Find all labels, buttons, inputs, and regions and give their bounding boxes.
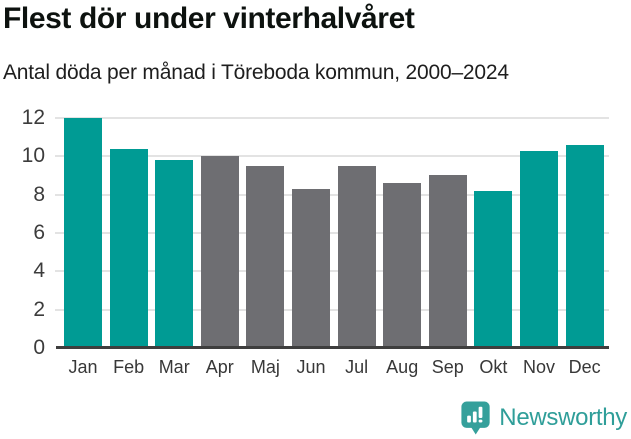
y-tick-label-4: 4 [33,259,45,283]
x-tick-label-jul: Jul [345,357,369,377]
gridline-12 [55,117,609,119]
x-axis-line [56,346,609,349]
bar-mar [155,160,194,348]
gridlines [55,117,609,348]
newsworthy-logo: Newsworthy [460,399,627,437]
x-axis-labels: Jan Feb Mar Apr Maj Jun Jul Aug Sep Okt Nov Dec [64,357,609,383]
bar-jan [64,118,102,348]
bars [64,118,609,348]
bar-nov [520,151,558,348]
x-tick-label-feb: Feb [113,357,145,377]
bar-jul [337,166,376,348]
gridline-2 [55,309,609,311]
y-tick-label-12: 12 [21,106,45,129]
y-tick-label-0: 0 [33,336,45,359]
x-tick-label-jun: Jun [296,357,326,377]
brand-name: Newsworthy [499,404,627,431]
chart-title: Flest dör under vinterhalvåret [3,2,415,35]
gridline-10 [55,155,609,157]
y-tick-label-2: 2 [33,297,45,321]
x-tick-label-dec: Dec [568,357,601,377]
gridline-6 [55,232,609,234]
x-tick-label-sep: Sep [431,357,464,377]
bar-dec [565,145,604,348]
newsworthy-bar-chart-bubble-icon [460,400,492,437]
x-tick-label-maj: Maj [250,357,280,377]
chart-subtitle: Antal döda per månad i Töreboda kommun, … [3,61,509,84]
bar-okt [474,191,513,348]
x-tick-label-mar: Mar [158,357,190,377]
x-tick-label-jan: Jan [68,357,98,377]
x-tick-label-okt: Okt [479,357,508,377]
bar-jun [292,189,330,348]
gridline-8 [55,194,609,196]
bar-maj [246,166,285,348]
gridline-4 [55,270,609,272]
x-tick-label-nov: Nov [522,357,556,377]
bar-aug [383,183,422,348]
y-tick-label-6: 6 [33,221,45,244]
y-tick-label-8: 8 [33,182,45,206]
bar-sep [428,175,467,348]
y-axis-labels: 0 2 4 6 8 10 12 [0,106,46,359]
x-tick-label-aug: Aug [386,357,419,377]
x-tick-label-apr: Apr [205,357,234,377]
bar-apr [200,156,239,348]
y-tick-label-10: 10 [21,144,45,168]
bar-feb [109,149,148,348]
